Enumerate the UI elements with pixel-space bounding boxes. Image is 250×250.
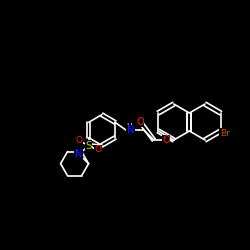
Text: O: O bbox=[94, 145, 101, 154]
Text: O: O bbox=[162, 135, 170, 145]
Text: S: S bbox=[85, 141, 92, 151]
Text: O: O bbox=[75, 136, 82, 145]
Text: H: H bbox=[126, 122, 132, 132]
Text: N: N bbox=[127, 125, 134, 135]
Text: Br: Br bbox=[220, 128, 230, 138]
Text: O: O bbox=[136, 117, 144, 127]
Text: N: N bbox=[75, 149, 82, 159]
